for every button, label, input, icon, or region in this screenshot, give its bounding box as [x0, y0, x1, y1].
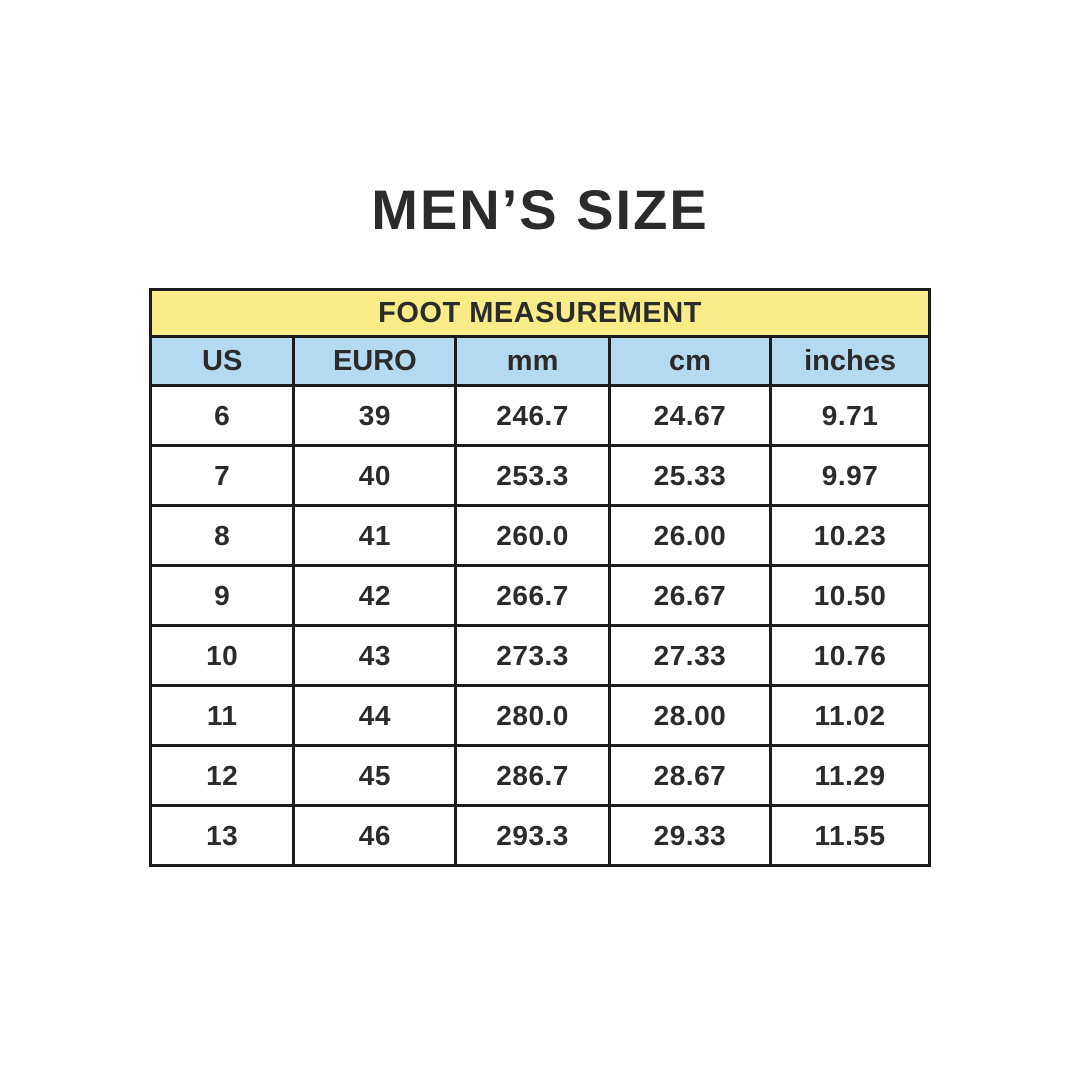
section-header-foot-measurement: FOOT MEASUREMENT: [149, 288, 931, 338]
cell-mm: 260.0: [454, 504, 611, 567]
column-header-euro: EURO: [292, 335, 458, 387]
cell-cm: 26.00: [607, 504, 773, 567]
cell-cm: 29.33: [607, 804, 773, 867]
cell-euro: 39: [292, 384, 458, 447]
cell-us: 8: [148, 504, 296, 567]
cell-euro: 43: [292, 624, 458, 687]
table-row: 7 40 253.3 25.33 9.97: [148, 444, 931, 507]
cell-inches: 11.55: [769, 804, 931, 867]
cell-euro: 44: [292, 684, 458, 747]
cell-inches: 9.71: [769, 384, 931, 447]
cell-cm: 28.67: [607, 744, 773, 807]
table-row: 6 39 246.7 24.67 9.71: [148, 384, 931, 447]
cell-mm: 280.0: [454, 684, 611, 747]
cell-euro: 40: [292, 444, 458, 507]
cell-mm: 253.3: [454, 444, 611, 507]
column-header-mm: mm: [454, 335, 611, 387]
cell-euro: 41: [292, 504, 458, 567]
cell-mm: 273.3: [454, 624, 611, 687]
cell-inches: 10.50: [769, 564, 931, 627]
cell-cm: 24.67: [607, 384, 773, 447]
cell-us: 6: [148, 384, 296, 447]
table-row: 10 43 273.3 27.33 10.76: [148, 624, 931, 687]
page-title: MEN’S SIZE: [371, 178, 709, 241]
table-row: 9 42 266.7 26.67 10.50: [148, 564, 931, 627]
section-header-row: FOOT MEASUREMENT: [149, 288, 931, 338]
table-row: 12 45 286.7 28.67 11.29: [148, 744, 931, 807]
table-row: 11 44 280.0 28.00 11.02: [148, 684, 931, 747]
mens-size-table: FOOT MEASUREMENT US EURO mm cm inches 6 …: [148, 288, 931, 867]
column-header-cm: cm: [607, 335, 773, 387]
cell-us: 7: [148, 444, 296, 507]
cell-us: 10: [148, 624, 296, 687]
column-header-row: US EURO mm cm inches: [148, 335, 931, 387]
cell-us: 9: [148, 564, 296, 627]
cell-us: 11: [148, 684, 296, 747]
cell-inches: 11.29: [769, 744, 931, 807]
cell-us: 13: [148, 804, 296, 867]
cell-euro: 45: [292, 744, 458, 807]
cell-cm: 28.00: [607, 684, 773, 747]
cell-inches: 11.02: [769, 684, 931, 747]
cell-mm: 266.7: [454, 564, 611, 627]
cell-inches: 10.76: [769, 624, 931, 687]
cell-mm: 286.7: [454, 744, 611, 807]
cell-cm: 27.33: [607, 624, 773, 687]
cell-euro: 46: [292, 804, 458, 867]
cell-cm: 26.67: [607, 564, 773, 627]
cell-mm: 246.7: [454, 384, 611, 447]
table-row: 13 46 293.3 29.33 11.55: [148, 804, 931, 867]
cell-mm: 293.3: [454, 804, 611, 867]
table-row: 8 41 260.0 26.00 10.23: [148, 504, 931, 567]
cell-us: 12: [148, 744, 296, 807]
cell-euro: 42: [292, 564, 458, 627]
column-header-us: US: [148, 335, 296, 387]
cell-inches: 9.97: [769, 444, 931, 507]
column-header-inches: inches: [769, 335, 931, 387]
cell-inches: 10.23: [769, 504, 931, 567]
cell-cm: 25.33: [607, 444, 773, 507]
